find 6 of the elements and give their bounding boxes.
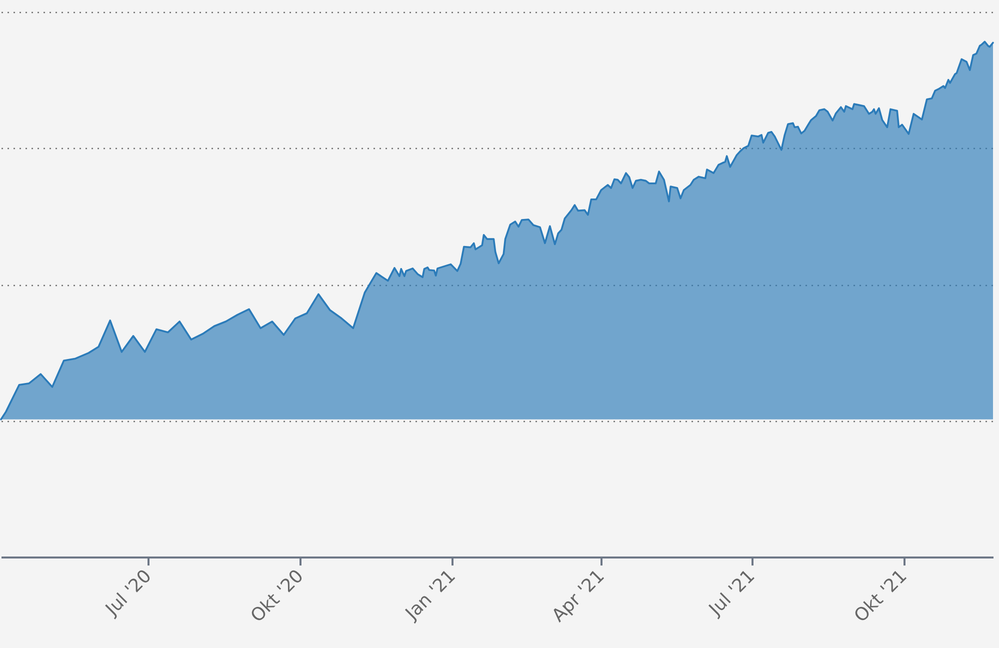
x-tick-label: Okt '21	[850, 566, 912, 627]
x-tick-label: Okt '20	[246, 566, 308, 627]
x-tick-label: Jul '20	[101, 566, 156, 620]
x-tick-label: Jan '21	[401, 566, 460, 625]
x-tick-label: Jul '21	[704, 566, 760, 620]
x-tick-label: Apr '21	[548, 566, 609, 626]
